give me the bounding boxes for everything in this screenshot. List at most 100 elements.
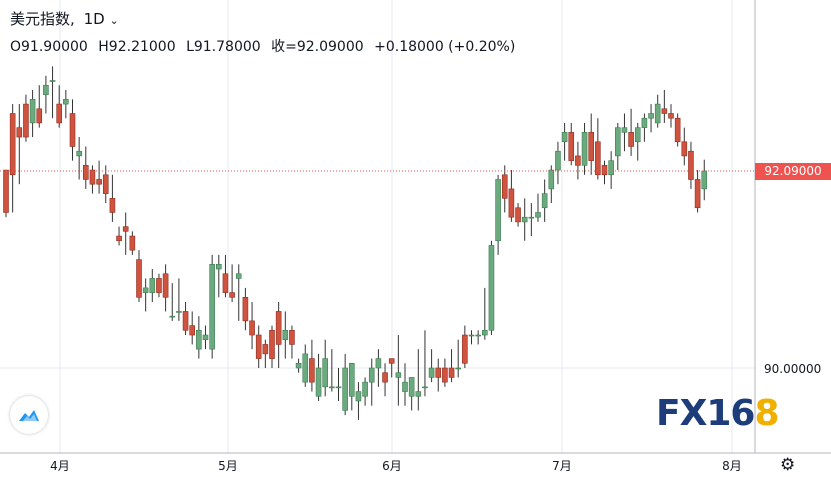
candle [229, 264, 235, 303]
candle-body [595, 141, 601, 176]
candle [568, 122, 575, 166]
symbol-name[interactable]: 美元指数 [10, 10, 71, 28]
candle [116, 226, 122, 246]
candle-body [355, 391, 362, 402]
candle [295, 358, 302, 373]
candle-body [621, 127, 628, 133]
candle-body [348, 362, 355, 397]
candle-body [89, 169, 96, 185]
candle [448, 349, 455, 383]
ohlc-close: 收=92.09000 [271, 39, 364, 55]
candle-body [388, 358, 395, 364]
candle [16, 104, 23, 185]
candle [614, 122, 621, 171]
candle-body [535, 212, 541, 218]
candle-body [63, 99, 69, 105]
candle [422, 330, 428, 397]
candle [521, 198, 528, 241]
candle [83, 146, 89, 189]
candle-body [408, 377, 415, 397]
symbol-header[interactable]: 美元指数, 1D ⌄ [10, 8, 119, 29]
time-axis-tick: 4月 [50, 459, 70, 473]
candle-body [36, 108, 43, 124]
candle [348, 362, 355, 411]
candle-body [634, 127, 641, 143]
candle [282, 311, 289, 359]
candle-body [129, 235, 136, 251]
candle-body [23, 103, 29, 138]
candle-body [269, 329, 275, 359]
ohlc-legend: O91.90000 H92.21000 L91.78000 收=92.09000… [10, 36, 521, 56]
candle-body [262, 344, 269, 355]
candle-body [9, 113, 16, 176]
candle-body [76, 150, 82, 157]
candle [315, 353, 322, 401]
candle [49, 66, 56, 119]
candle [694, 170, 701, 213]
candle-body [448, 367, 455, 378]
timeframe-label[interactable]: 1D [83, 10, 105, 28]
candle [362, 377, 368, 406]
candle-body [628, 132, 634, 147]
time-axis-tick: 7月 [552, 459, 572, 473]
candle [335, 368, 342, 401]
candle [289, 325, 295, 359]
candle-body [575, 155, 581, 166]
candle [102, 165, 109, 204]
time-axis[interactable]: 4月 5月 6月 7月 8月 [50, 459, 742, 473]
candle [595, 118, 601, 180]
candle [475, 330, 481, 345]
gear-icon[interactable]: ⚙ [780, 455, 796, 475]
candle-body [368, 367, 375, 383]
candle [269, 325, 275, 368]
candle [96, 160, 102, 194]
candle-body [548, 169, 555, 190]
ohlc-change: +0.18000 (+0.20%) [374, 39, 516, 55]
candle [136, 250, 142, 303]
candle-body [335, 386, 342, 389]
chevron-down-icon[interactable]: ⌄ [109, 14, 119, 27]
candle [182, 302, 189, 336]
candle-body [3, 169, 9, 213]
price-axis-tick: 90.00000 [764, 362, 822, 376]
candle-body [614, 127, 621, 157]
candle-body [435, 367, 442, 378]
candle [129, 231, 136, 255]
candle [176, 278, 182, 321]
candle [242, 287, 249, 331]
candle [508, 170, 515, 222]
candle-body [69, 113, 76, 147]
candle-body [255, 334, 262, 359]
candle-body [362, 381, 368, 397]
candle-body [202, 334, 209, 341]
candle [275, 302, 282, 368]
candle-body [641, 117, 648, 128]
tradingview-logo-icon[interactable] [10, 396, 48, 434]
candle-body [428, 367, 435, 378]
candle-body [555, 150, 561, 171]
candle-body [222, 273, 229, 293]
candle [122, 212, 129, 255]
candle [149, 269, 156, 303]
candle-body [588, 132, 595, 161]
candle-body [43, 84, 49, 95]
candle [189, 311, 195, 345]
candle-body [395, 372, 402, 378]
candle-body [481, 329, 488, 336]
candle-body [648, 113, 654, 119]
candle [202, 325, 209, 350]
candle [541, 179, 548, 222]
candle [648, 104, 654, 133]
candle [481, 287, 488, 340]
candle [156, 273, 162, 298]
candle [681, 127, 688, 166]
candle [216, 254, 222, 298]
candle [462, 325, 468, 368]
candle-body [455, 367, 462, 370]
candle [395, 335, 402, 406]
candle-body [521, 216, 528, 223]
candle-body [302, 353, 309, 383]
candle [634, 122, 641, 161]
candle-body [49, 80, 56, 82]
